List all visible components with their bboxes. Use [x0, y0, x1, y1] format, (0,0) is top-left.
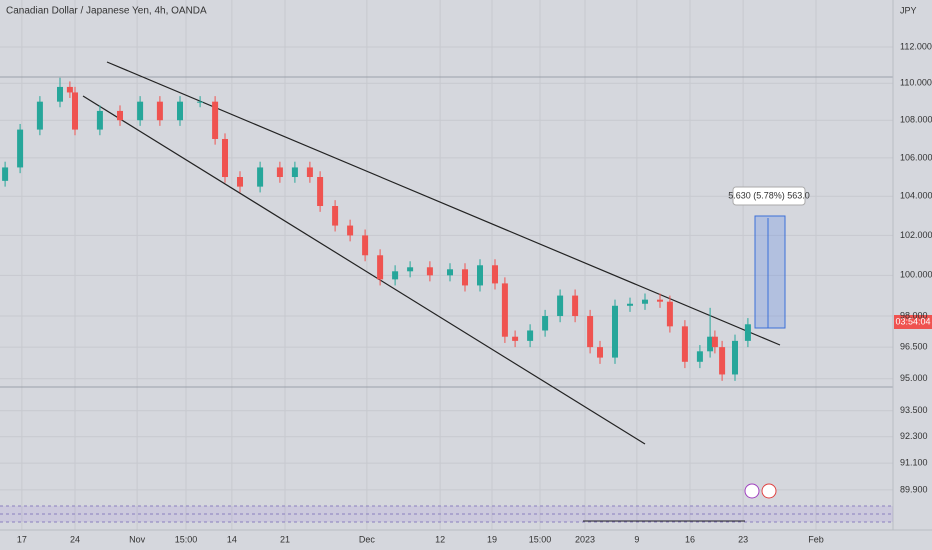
currency-label: JPY: [900, 5, 917, 15]
candle-body: [347, 225, 354, 236]
candle-body: [707, 336, 714, 352]
candle-body: [501, 283, 508, 337]
candle-body: [627, 303, 633, 306]
candle-body: [462, 269, 468, 286]
candle-body: [447, 269, 453, 276]
candle-body: [392, 271, 399, 280]
y-tick-label: 106.000: [900, 152, 932, 162]
candle-body: [156, 101, 163, 121]
x-tick-label: 9: [634, 534, 639, 544]
y-tick-label: 110.000: [900, 78, 932, 88]
trendline: [82, 95, 646, 445]
candle-body: [719, 347, 726, 375]
grid: [0, 0, 893, 530]
candle-body: [477, 265, 483, 286]
event-icon[interactable]: [744, 483, 760, 499]
x-tick-label: 17: [17, 534, 27, 544]
countdown: 03:54:04: [895, 316, 930, 326]
candle-body: [612, 305, 618, 358]
candle-body: [36, 101, 43, 130]
candle-body: [57, 86, 63, 102]
y-tick-label: 102.000: [900, 230, 932, 240]
candle-body: [572, 295, 579, 317]
candle-body: [557, 295, 564, 317]
measure-box: [754, 215, 786, 329]
candle-body: [317, 177, 324, 207]
candle-body: [732, 340, 738, 375]
y-tick-label: 112.000: [900, 41, 932, 51]
candle-body: [332, 206, 339, 226]
candle-body: [237, 177, 243, 187]
x-tick-label: 23: [738, 534, 748, 544]
trendline: [106, 61, 781, 346]
y-tick-label: 93.500: [900, 405, 928, 415]
candle-body: [276, 167, 283, 178]
candle-body: [597, 347, 603, 358]
candle-body: [642, 299, 648, 304]
candle-body: [212, 101, 219, 139]
candle-body: [177, 101, 183, 121]
candle-body: [222, 138, 228, 178]
candle-body: [137, 101, 144, 121]
candle-body: [657, 299, 663, 302]
y-tick-label: 92.300: [900, 431, 928, 441]
candle-body: [362, 235, 369, 256]
candle-body: [492, 265, 498, 284]
candle-body: [426, 267, 433, 276]
x-tick-label: Dec: [359, 534, 376, 544]
candle-body: [542, 316, 549, 331]
x-tick-label: 15:00: [175, 534, 198, 544]
candle-body: [2, 167, 9, 181]
measure-label-bg: [732, 186, 806, 206]
candle-body: [666, 301, 673, 327]
y-tick-label: 98.000: [900, 310, 928, 320]
candle-body: [587, 316, 594, 348]
y-tick-label: 108.000: [900, 115, 932, 125]
countdown-bg: [894, 315, 932, 329]
candle-body: [744, 324, 751, 341]
x-tick-label: 2023: [575, 534, 595, 544]
candle-body: [197, 101, 204, 103]
y-tick-label: 91.100: [900, 458, 928, 468]
candle-body: [117, 110, 123, 121]
x-tick-label: 16: [685, 534, 695, 544]
x-tick-label: 15:00: [529, 534, 552, 544]
plot: [2, 77, 751, 381]
candle-body: [407, 267, 414, 272]
chart-title: Canadian Dollar / Japanese Yen, 4h, OAND…: [6, 6, 207, 17]
x-tick-label: 19: [487, 534, 497, 544]
candle-body: [527, 330, 534, 341]
event-icon[interactable]: [761, 483, 777, 499]
y-tick-label: 100.000: [900, 270, 932, 280]
x-tick-label: 24: [70, 534, 80, 544]
y-tick-label: 104.000: [900, 191, 932, 201]
x-tick-label: Feb: [808, 534, 824, 544]
y-tick-label: 89.900: [900, 484, 928, 494]
y-tick-label: 95.000: [900, 373, 928, 383]
candle-body: [17, 129, 24, 168]
candle-body: [72, 92, 78, 130]
candle-body: [291, 167, 298, 178]
candle-body: [306, 167, 313, 178]
x-tick-label: Nov: [129, 534, 146, 544]
x-tick-label: 12: [435, 534, 445, 544]
candle-body: [711, 336, 718, 348]
x-tick-label: 14: [227, 534, 237, 544]
candle-body: [66, 86, 73, 93]
candle-body: [96, 110, 103, 130]
candle-body: [377, 255, 384, 280]
measure-label: 5.630 (5.78%) 563.0: [728, 190, 810, 200]
candle-body: [257, 167, 264, 187]
candle-body: [512, 336, 519, 341]
candle-body: [681, 326, 688, 362]
y-tick-label: 96.500: [900, 341, 928, 351]
x-tick-label: 21: [280, 534, 290, 544]
candle-body: [696, 351, 703, 362]
